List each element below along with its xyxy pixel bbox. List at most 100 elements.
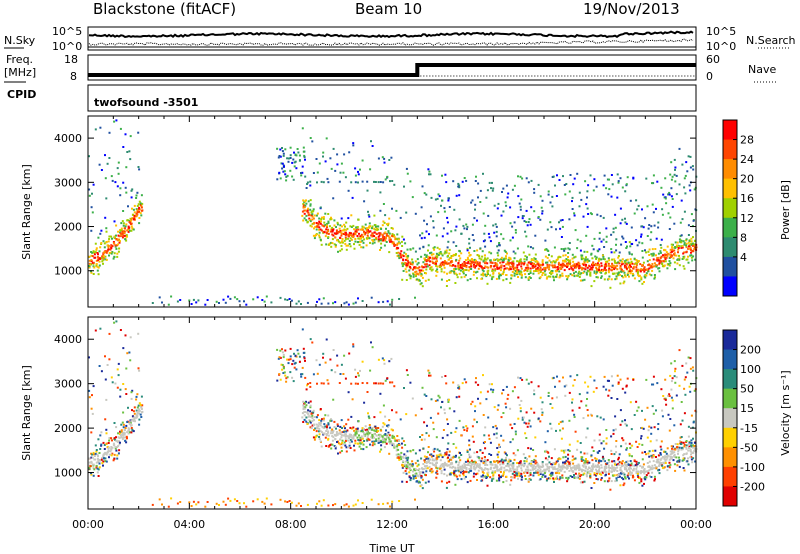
power-cell (606, 260, 609, 263)
velocity-cell (598, 450, 601, 452)
power-cell (619, 282, 622, 285)
velocity-cell (123, 436, 126, 439)
colorbar-frame (722, 119, 738, 297)
velocity-cell (561, 467, 564, 470)
velocity-cell (359, 439, 362, 442)
power-cell (526, 256, 528, 259)
velocity-cell (329, 432, 332, 435)
velocity-cell (113, 453, 116, 456)
power-cell (381, 233, 384, 236)
power-cell (593, 271, 596, 274)
velocity-cell (121, 421, 124, 424)
power-cell (482, 272, 484, 275)
power-cell (531, 266, 534, 269)
power-cell (576, 238, 579, 241)
velocity-cell (375, 439, 378, 442)
power-cell (105, 230, 108, 233)
power-cell (132, 208, 135, 211)
velocity-cell (574, 457, 577, 460)
power-cell (442, 262, 445, 265)
power-cell (500, 266, 503, 269)
power-cell (104, 177, 107, 180)
velocity-cell (585, 436, 588, 439)
velocity-cell (529, 473, 532, 476)
power-cell (378, 238, 380, 241)
velocity-cell (552, 468, 555, 471)
power-cell (491, 262, 494, 264)
power-cell (663, 264, 666, 267)
power-cell (561, 225, 564, 228)
velocity-cell (520, 472, 523, 475)
velocity-cell (417, 463, 420, 466)
power-cell (690, 243, 693, 246)
power-cell (369, 168, 372, 171)
velocity-cell (591, 446, 594, 449)
power-cell (469, 278, 472, 280)
velocity-cell (632, 467, 635, 470)
power-cell (418, 247, 421, 250)
power-cell (466, 247, 469, 250)
velocity-cell (442, 466, 445, 468)
power-cell (487, 232, 490, 235)
velocity-cell (615, 477, 618, 480)
velocity-cell (608, 379, 610, 382)
velocity-cell (489, 441, 492, 444)
power-cell (373, 180, 375, 183)
power-cell (692, 219, 695, 222)
power-cell (113, 252, 116, 255)
power-cell (479, 201, 482, 203)
velocity-cell (584, 460, 587, 462)
velocity-cell (418, 468, 421, 470)
velocity-cell (475, 464, 478, 467)
power-cell (414, 267, 417, 270)
power-cell (392, 241, 395, 244)
power-cell (587, 184, 590, 187)
velocity-cell (509, 423, 512, 426)
power-cell (520, 276, 523, 279)
power-cell (517, 276, 519, 278)
velocity-cell (340, 434, 343, 437)
power-cell (418, 279, 421, 282)
power-cell (302, 206, 305, 209)
power-cell (130, 218, 133, 221)
velocity-cell (344, 438, 347, 441)
power-cell (342, 171, 345, 174)
velocity-cell (429, 453, 431, 456)
velocity-cell (619, 409, 622, 412)
power-cell (678, 254, 680, 257)
velocity-cell (328, 426, 331, 429)
velocity-cell (558, 422, 560, 425)
velocity-cell (389, 381, 391, 384)
velocity-cell (424, 461, 427, 463)
velocity-cell (617, 383, 620, 385)
power-cell (125, 234, 128, 237)
power-cell (469, 259, 471, 262)
velocity-cell (467, 464, 470, 466)
power-cell (553, 279, 555, 282)
velocity-cell (594, 457, 597, 460)
velocity-cell (412, 474, 415, 477)
velocity-cell (494, 424, 497, 427)
velocity-cell (103, 444, 106, 446)
velocity-cell (624, 468, 626, 471)
power-cell (623, 264, 626, 267)
velocity-cell (322, 419, 325, 422)
power-cell (517, 195, 520, 198)
velocity-cell (409, 467, 412, 470)
velocity-cell (463, 466, 466, 469)
velocity-cell (512, 464, 515, 467)
power-cell (574, 255, 577, 258)
power-cell (537, 272, 540, 275)
power-cell (131, 213, 134, 216)
velocity-cell (359, 442, 362, 445)
velocity-cell (565, 384, 568, 387)
velocity-cell (513, 458, 516, 461)
velocity-cell (595, 468, 598, 471)
velocity-cell (295, 504, 298, 507)
power-cell (615, 275, 618, 278)
velocity-cell (463, 470, 466, 473)
power-cell (596, 213, 599, 216)
power-cell (622, 276, 625, 279)
velocity-cell (457, 384, 460, 387)
velocity-cell (118, 440, 120, 443)
